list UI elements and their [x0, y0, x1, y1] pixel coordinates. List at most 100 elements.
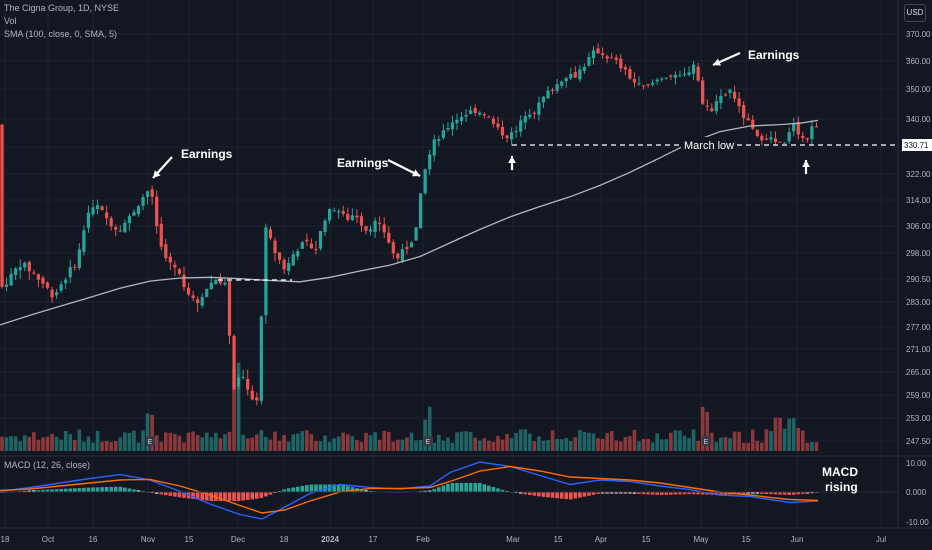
volume-bar — [195, 435, 200, 451]
macd-histogram-bar — [464, 483, 468, 492]
macd-histogram-bar — [482, 484, 487, 492]
volume-bar — [309, 434, 314, 451]
volume-bar — [68, 434, 73, 451]
candle-body — [414, 227, 418, 241]
volume-bar — [268, 439, 273, 451]
macd-histogram-bar — [750, 492, 755, 494]
volume-bar — [591, 433, 596, 451]
candle-body — [300, 242, 304, 249]
macd-histogram-bar — [168, 492, 173, 496]
volume-bar — [505, 433, 509, 451]
volume-bar — [782, 428, 787, 451]
candle-body — [742, 105, 746, 119]
candle-body — [801, 135, 805, 139]
price-tick-label: 298.00 — [906, 249, 931, 258]
volume-bar — [605, 433, 609, 451]
volume-bar — [728, 438, 732, 451]
price-tick-label: 340.00 — [906, 115, 931, 124]
volume-bar — [414, 440, 418, 451]
volume-bar — [318, 441, 323, 451]
candle-body — [214, 279, 218, 285]
candle-body — [582, 66, 586, 71]
macd-histogram-bar — [541, 492, 546, 497]
macd-histogram-bar — [68, 488, 73, 492]
macd-histogram-bar — [154, 492, 159, 494]
candle-body — [346, 214, 350, 220]
volume-bar — [568, 440, 573, 451]
macd-histogram-bar — [559, 492, 564, 499]
macd-histogram-bar — [441, 485, 446, 492]
candle-body — [778, 141, 782, 143]
volume-bar — [778, 417, 782, 451]
candle-body — [569, 74, 573, 79]
volume-bar — [264, 436, 268, 451]
volume-bar — [291, 434, 295, 451]
candle-body — [614, 57, 618, 61]
candle-body — [400, 249, 404, 261]
macd-histogram-bar — [537, 492, 541, 497]
candle-body — [523, 116, 527, 123]
macd-histogram-bar — [532, 492, 537, 496]
candle-body — [182, 274, 186, 288]
candle-body — [505, 135, 509, 139]
volume-bar — [764, 429, 769, 451]
macd-histogram-bar — [136, 490, 141, 492]
candle-body — [305, 239, 309, 242]
candle-body — [318, 231, 323, 249]
candle-body — [0, 124, 4, 287]
macd-histogram-bar — [637, 492, 641, 494]
macd-histogram-bar — [318, 484, 323, 492]
volume-bar — [259, 430, 264, 451]
macd-histogram-bar — [628, 492, 632, 494]
candle-body — [109, 218, 113, 227]
volume-bar — [650, 442, 655, 451]
volume-bar — [814, 442, 819, 451]
candle-body — [723, 94, 728, 96]
macd-histogram-bar — [450, 483, 455, 492]
macd-histogram-bar — [446, 483, 450, 492]
volume-bar — [418, 439, 423, 451]
candle-body — [546, 90, 550, 99]
price-tick-label: 283.00 — [906, 298, 931, 307]
currency-button[interactable]: USD — [904, 4, 926, 22]
candle-body — [14, 268, 18, 276]
candle-body — [578, 69, 582, 80]
candle-body — [455, 119, 459, 124]
price-tick-label: 360.00 — [906, 57, 931, 66]
earnings-annotation-may: Earnings — [748, 48, 800, 62]
volume-bar — [791, 418, 796, 451]
candle-body — [491, 118, 495, 124]
volume-bar — [537, 436, 541, 451]
candle-body — [364, 226, 368, 231]
volume-bar — [273, 431, 277, 451]
macd-histogram-bar — [746, 492, 750, 494]
candle-body — [459, 116, 464, 122]
macd-histogram-bar — [232, 492, 236, 501]
macd-histogram-bar — [782, 492, 787, 495]
volume-bar — [396, 439, 400, 451]
macd-histogram-bar — [473, 483, 477, 492]
macd-histogram-bar — [286, 488, 291, 492]
macd-histogram-bar — [496, 488, 500, 492]
volume-bar — [209, 437, 214, 451]
candle-body — [73, 266, 77, 268]
volume-bar — [464, 431, 468, 451]
macd-histogram-bar — [528, 492, 532, 495]
candle-body — [355, 215, 359, 218]
candle-body — [450, 122, 455, 130]
candle-body — [564, 78, 568, 82]
macd-rising-label-line2: rising — [825, 480, 858, 494]
candle-body — [227, 281, 232, 336]
volume-bar — [477, 440, 482, 451]
macd-histogram-bar — [664, 492, 669, 495]
macd-histogram-bar — [332, 484, 336, 492]
candle-body — [532, 112, 536, 114]
macd-histogram-bar — [691, 492, 696, 495]
macd-histogram-bar — [546, 492, 550, 498]
volume-bar — [109, 442, 113, 451]
macd-histogram-bar — [700, 492, 705, 495]
volume-bar — [528, 433, 532, 451]
volume-bar — [487, 440, 491, 451]
macd-histogram-bar — [32, 490, 36, 492]
